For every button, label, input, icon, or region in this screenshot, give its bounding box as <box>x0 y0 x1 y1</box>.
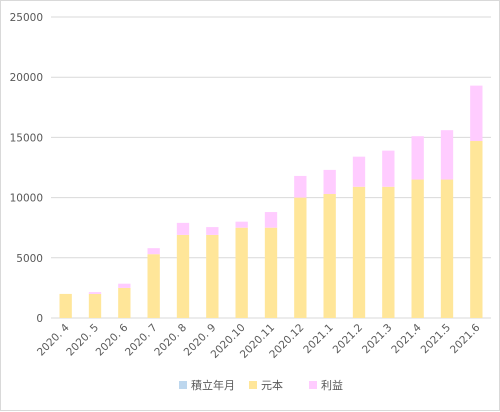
bar-profit-segment <box>206 227 219 235</box>
x-tick-label: 2021.6 <box>448 321 483 356</box>
y-tick-label: 25000 <box>10 12 43 24</box>
bar-profit-segment <box>470 85 483 142</box>
legend-swatch <box>249 381 257 389</box>
bar-principal-segment <box>176 234 190 318</box>
bar-profit-segment <box>294 175 307 198</box>
bar-principal-segment <box>147 254 160 318</box>
bar-principal-segment <box>382 186 395 318</box>
y-tick-label: 15000 <box>10 132 43 144</box>
y-tick-label: 10000 <box>10 193 43 205</box>
x-tick-label: 2021.2 <box>331 322 365 356</box>
bar-profit-segment <box>264 212 278 228</box>
bar-profit-segment <box>118 283 131 288</box>
x-tick-label: 2021.1 <box>301 322 335 356</box>
bar-principal-segment <box>118 287 131 318</box>
bar-principal-segment <box>264 227 278 318</box>
x-tick-label: 2021.4 <box>389 321 424 356</box>
x-tick-label: 2021.3 <box>360 322 394 356</box>
bar-profit-segment <box>440 130 454 180</box>
bar-principal-segment <box>294 197 307 318</box>
bar-principal-segment <box>411 179 424 318</box>
bar-profit-segment <box>352 156 366 187</box>
x-tick-label: 2021.5 <box>419 322 453 356</box>
legend-label: 元本 <box>261 378 283 392</box>
bar-profit-segment <box>411 136 424 180</box>
bar-profit-segment <box>323 169 336 194</box>
legend-swatch <box>179 381 187 389</box>
bar-principal-segment <box>235 227 248 318</box>
bar-principal-segment <box>59 293 72 318</box>
legend-label: 利益 <box>321 378 343 392</box>
y-tick-label: 5000 <box>16 253 43 265</box>
bar-profit-segment <box>235 221 248 228</box>
bar-profit-segment <box>382 150 395 187</box>
bar-profit-segment <box>176 222 190 235</box>
bar-principal-segment <box>440 179 454 318</box>
legend-label: 積立年月 <box>191 378 235 392</box>
legend-swatch <box>309 381 317 389</box>
bar-principal-segment <box>352 186 366 318</box>
y-tick-label: 20000 <box>10 72 43 84</box>
bar-principal-segment <box>88 293 102 318</box>
bar-principal-segment <box>206 234 219 318</box>
bar-principal-segment <box>323 193 336 318</box>
bar-principal-segment <box>470 141 483 318</box>
bar-profit-segment <box>88 292 102 294</box>
bar-profit-segment <box>147 248 160 255</box>
y-tick-label: 0 <box>36 313 43 325</box>
